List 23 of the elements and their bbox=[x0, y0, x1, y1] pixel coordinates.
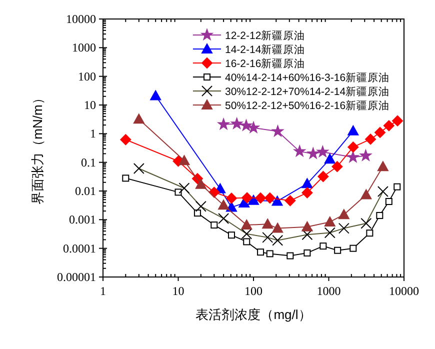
y-tick-label: 100 bbox=[78, 69, 96, 84]
x-tick-label: 10 bbox=[172, 284, 184, 298]
y-tick-label: 0.01 bbox=[75, 184, 96, 198]
legend-label: 50%12-2-12+50%16-2-16新疆原油 bbox=[225, 99, 390, 112]
y-tick-label: 1 bbox=[90, 126, 96, 141]
y-tick-label: 0.1 bbox=[81, 155, 96, 170]
legend-label: 40%14-2-14+60%16-3-16新疆原油 bbox=[225, 71, 390, 84]
y-tick-label: 0.00001 bbox=[57, 270, 96, 284]
y-tick-label: 10000 bbox=[66, 12, 96, 26]
y-tick-label: 0.0001 bbox=[63, 241, 96, 256]
y-tick-label: 0.001 bbox=[69, 212, 96, 227]
y-tick-label: 10 bbox=[84, 98, 96, 112]
x-tick-label: 100 bbox=[244, 284, 262, 298]
legend-label: 30%12-2-12+70%14-2-14新疆原油 bbox=[225, 85, 390, 98]
x-axis-title: 表活剂浓度（mg/l） bbox=[196, 307, 312, 322]
x-tick-label: 10000 bbox=[389, 284, 419, 298]
legend-label: 14-2-14新疆原油 bbox=[225, 43, 306, 56]
legend-label: 16-2-16新疆原油 bbox=[225, 57, 306, 70]
y-axis-title: 界面张力（mN/m） bbox=[30, 92, 45, 204]
y-tick-label: 1000 bbox=[72, 40, 96, 55]
x-tick-label: 1000 bbox=[316, 284, 341, 298]
x-tick-label: 1 bbox=[100, 284, 106, 298]
legend-label: 12-2-12新疆原油 bbox=[225, 29, 306, 42]
